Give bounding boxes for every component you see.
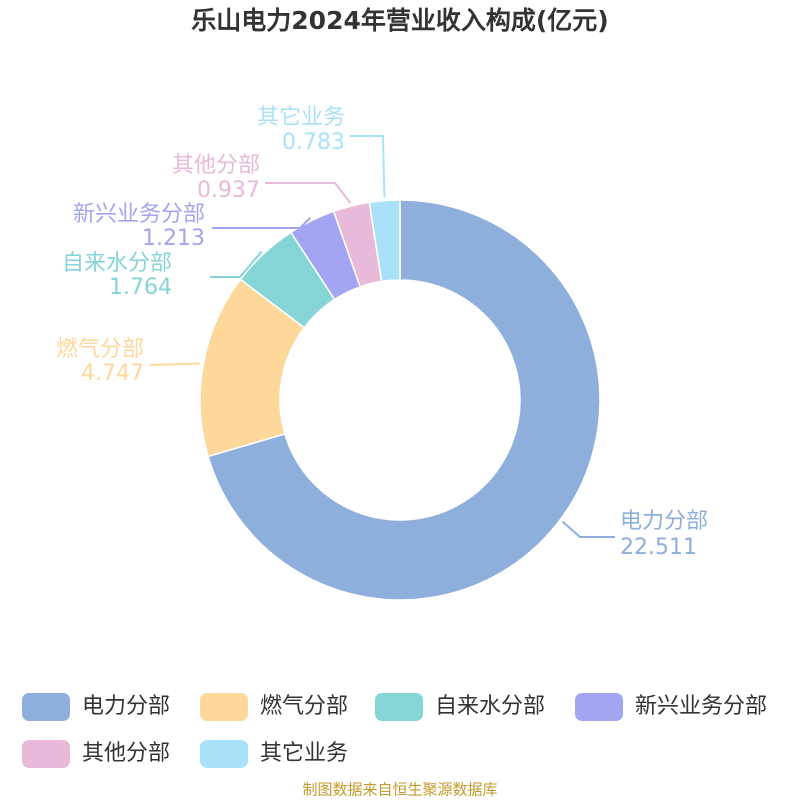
slice-label: 燃气分部 [56, 337, 144, 362]
slice-value: 1.213 [142, 226, 205, 251]
slice-value: 1.764 [109, 275, 172, 300]
slice-label: 其它业务 [257, 105, 345, 130]
slice-label: 其他分部 [172, 153, 260, 178]
leader-line [561, 520, 615, 538]
legend-swatch [200, 693, 248, 721]
slice-label: 新兴业务分部 [73, 202, 205, 227]
slice-label: 电力分部 [620, 509, 708, 534]
slice-value: 4.747 [81, 361, 144, 386]
legend-swatch [22, 740, 70, 768]
legend-label: 新兴业务分部 [635, 694, 767, 719]
source-note: 制图数据来自恒生聚源数据库 [302, 781, 497, 799]
legend-label: 燃气分部 [260, 694, 348, 719]
legend-swatch [22, 693, 70, 721]
leader-line [350, 135, 386, 198]
leader-line [212, 217, 312, 229]
legend-swatch [375, 693, 423, 721]
legend-label: 自来水分部 [435, 694, 545, 719]
slice-value: 0.783 [282, 130, 345, 155]
legend-label: 其它业务 [260, 741, 348, 766]
legend-swatch [200, 740, 248, 768]
leader-line [149, 362, 201, 366]
slice-value: 0.937 [197, 178, 260, 203]
slice-label: 自来水分部 [62, 251, 172, 276]
leader-line [265, 182, 352, 204]
legend-label: 其他分部 [82, 741, 170, 766]
legend-swatch [575, 693, 623, 721]
leader-line [210, 250, 263, 278]
legend-label: 电力分部 [82, 694, 170, 719]
slice-value: 22.511 [620, 535, 697, 560]
donut-slice [368, 199, 401, 283]
chart-title: 乐山电力2024年营业收入构成(亿元) [191, 6, 608, 35]
donut-slice [207, 199, 601, 601]
